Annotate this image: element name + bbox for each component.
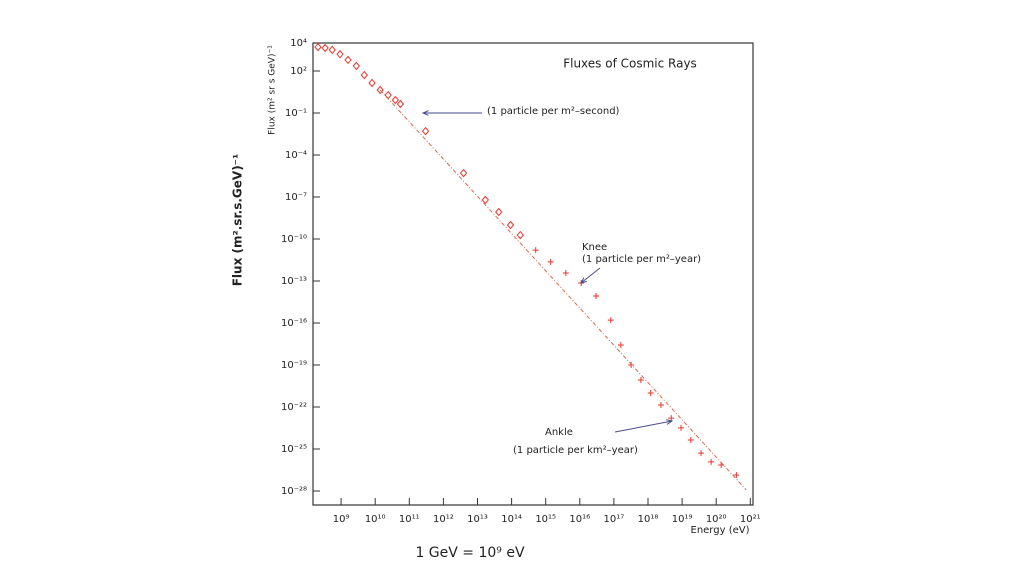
diamond-point — [396, 99, 405, 109]
diamond-point — [360, 70, 368, 80]
y-tick-label: 10⁻¹⁹ — [281, 360, 307, 371]
x-tick-label: 10¹⁰ — [365, 514, 386, 525]
x-tick-label: 10¹³ — [467, 514, 488, 525]
diamond-point — [384, 90, 392, 100]
y-tick-label: 10² — [290, 66, 307, 77]
x-tick-label: 10¹⁶ — [569, 514, 590, 525]
reference-line — [379, 89, 747, 491]
x-axis-label: Energy (eV) — [691, 525, 750, 536]
cross-point — [532, 247, 539, 254]
cross-point — [562, 270, 569, 277]
arrow-head — [579, 277, 587, 284]
cross-point — [733, 471, 740, 478]
y-tick-label: 10⁻²² — [281, 402, 307, 413]
annotation-arrow — [580, 267, 601, 284]
diamond-point — [328, 45, 336, 55]
diamond-point — [421, 126, 430, 136]
x-tick-label: 10¹⁴ — [501, 514, 522, 525]
cross-point — [668, 415, 675, 422]
diamond-point — [321, 43, 329, 53]
y-tick-label: 10⁻²⁸ — [281, 486, 307, 497]
cross-point — [617, 341, 624, 348]
cross-point — [687, 436, 694, 443]
diamond-point — [344, 55, 352, 65]
cross-point — [678, 424, 685, 431]
y-tick-label: 10⁻¹³ — [281, 276, 307, 287]
annotation: (1 particle per m²–year) — [582, 254, 701, 265]
arrow-head — [421, 110, 429, 116]
plot-frame — [312, 42, 754, 506]
y-tick-label: 10⁻²⁵ — [281, 444, 307, 455]
diamond-point — [516, 230, 524, 240]
y-tick-label: 10⁻¹ — [285, 108, 307, 119]
diamond-point — [481, 195, 490, 205]
diamond-point — [336, 49, 344, 59]
diamond-point — [314, 42, 322, 52]
y-tick-label: 10⁻⁷ — [285, 192, 307, 203]
x-tick-label: 10¹⁹ — [672, 514, 693, 525]
x-tick-label: 10²¹ — [740, 514, 761, 525]
annotation: (1 particle per m²–second) — [487, 106, 620, 117]
cross-point — [628, 362, 635, 368]
diamond-point — [376, 85, 384, 95]
cross-point — [593, 292, 600, 299]
y-tick-label: 10⁻⁴ — [285, 150, 307, 161]
x-tick-label: 10¹¹ — [399, 514, 420, 525]
cross-point — [637, 376, 644, 383]
y-tick-label: 10⁻¹⁰ — [281, 234, 307, 245]
cross-point — [698, 450, 705, 457]
y-axis-label: Flux (m² sr s GeV)⁻¹ — [268, 45, 278, 135]
x-tick-label: 10¹⁵ — [535, 514, 556, 525]
x-tick-label: 10¹⁸ — [638, 514, 659, 525]
annotation: Ankle — [545, 427, 573, 438]
y-tick-label: 10⁻¹⁶ — [281, 318, 307, 329]
x-tick-label: 10¹⁷ — [604, 514, 625, 525]
cross-point — [647, 390, 654, 396]
diamond-point — [352, 61, 361, 71]
cross-point — [657, 401, 664, 408]
chart-title: Fluxes of Cosmic Rays — [563, 57, 697, 71]
diamond-point — [391, 95, 400, 105]
diamond-point — [506, 220, 515, 230]
x-tick-label: 10²⁰ — [706, 514, 727, 525]
cross-point — [547, 258, 554, 265]
y-tick-label: 10⁴ — [290, 38, 307, 49]
x-tick-label: 10⁹ — [333, 514, 350, 525]
diamond-point — [368, 78, 376, 88]
cross-point — [708, 458, 715, 465]
slide-y-label: Flux (m².sr.s.GeV)⁻¹ — [231, 154, 245, 287]
diamond-point — [459, 168, 468, 178]
annotation: Knee — [582, 242, 607, 253]
footnote: 1 GeV = 10⁹ eV — [415, 545, 525, 561]
annotation-arrow — [614, 420, 673, 433]
diamond-point — [495, 207, 503, 217]
annotation: (1 particle per km²–year) — [513, 445, 638, 456]
arrow-head — [666, 419, 674, 425]
x-tick-label: 10¹² — [433, 514, 454, 525]
cross-point — [607, 317, 614, 324]
